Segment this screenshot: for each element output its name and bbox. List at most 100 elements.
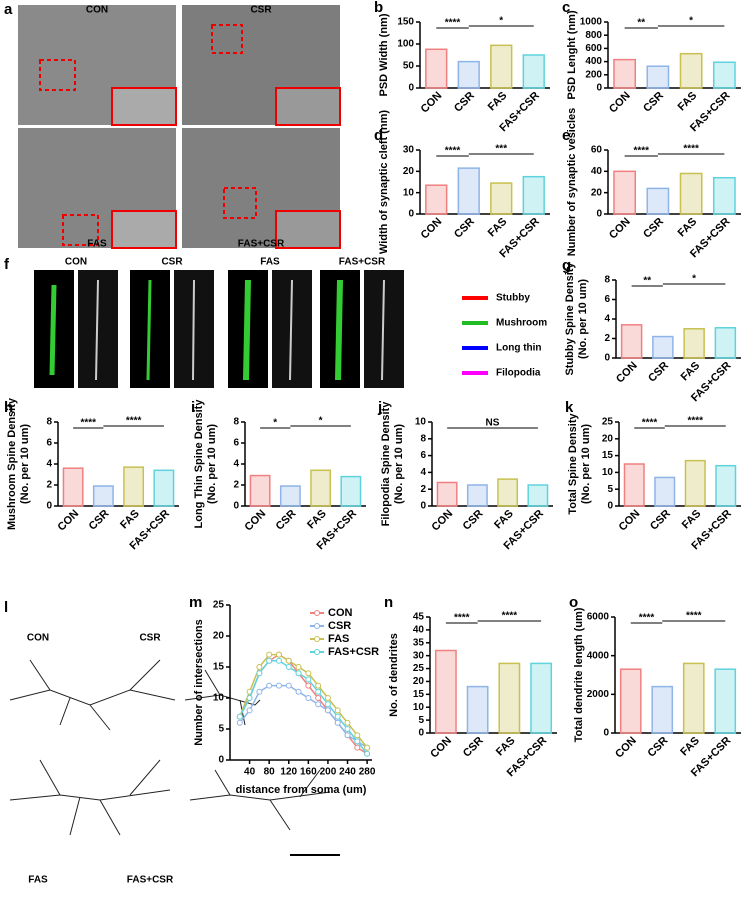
inset xyxy=(111,210,177,249)
bar xyxy=(646,65,670,89)
bar xyxy=(249,474,271,507)
panel-label: i xyxy=(191,399,195,416)
dendrite-trace xyxy=(192,279,195,381)
significance-label: **** xyxy=(642,418,658,429)
y-tick-label: 30 xyxy=(413,650,425,661)
bar xyxy=(62,467,84,507)
y-axis-label: Mushroom Spine Density xyxy=(6,397,18,530)
point xyxy=(354,732,361,739)
point xyxy=(266,657,273,664)
point xyxy=(315,701,322,708)
y-tick-label: 4 xyxy=(233,459,239,470)
y-tick-label: 0 xyxy=(218,755,224,766)
y-tick-label: 4000 xyxy=(587,650,610,661)
y-axis-label: (No. per 10 um) xyxy=(206,424,218,504)
image-label: FAS+CSR xyxy=(238,239,285,250)
point xyxy=(334,707,341,714)
point xyxy=(324,707,331,714)
y-tick-label: 2000 xyxy=(587,689,610,700)
panel-label: a xyxy=(4,1,13,18)
dendrite xyxy=(335,279,343,381)
bar xyxy=(123,466,145,507)
image-label: FAS xyxy=(260,257,280,268)
panel-label: n xyxy=(384,594,393,611)
y-tick-label: 15 xyxy=(413,689,425,700)
x-tick-label: CON xyxy=(243,508,269,534)
tracings xyxy=(9,659,331,836)
y-axis-label: Stubby Spine Density xyxy=(564,262,576,376)
x-tick-label: CON xyxy=(607,90,633,116)
bar xyxy=(651,685,674,734)
bar xyxy=(620,324,643,359)
bar xyxy=(436,481,458,507)
bar xyxy=(613,58,637,89)
panel-label: k xyxy=(565,399,574,416)
y-tick-label: 4 xyxy=(604,314,610,325)
dendrite-trace xyxy=(289,279,293,381)
significance-label: ** xyxy=(637,18,645,29)
point xyxy=(256,688,263,695)
significance-label: * xyxy=(689,16,693,27)
image-label: FAS+CSR xyxy=(127,875,174,886)
bar xyxy=(522,54,545,89)
significance-label: **** xyxy=(445,146,461,157)
inset xyxy=(275,210,341,249)
micrographs xyxy=(18,5,341,249)
y-tick-label: 0 xyxy=(607,501,613,512)
significance-label: **** xyxy=(683,144,699,155)
y-tick-label: 8 xyxy=(233,417,239,428)
x-tick-label: 200 xyxy=(320,767,337,778)
y-tick-label: 20 xyxy=(602,433,614,444)
y-axis-label: PSD Width (nm) xyxy=(378,13,390,96)
dendrite xyxy=(146,279,152,381)
bar xyxy=(279,485,301,507)
point xyxy=(285,682,292,689)
y-tick-label: 0 xyxy=(418,728,424,739)
point xyxy=(295,670,302,677)
y-tick-label: 600 xyxy=(585,43,602,54)
y-tick-label: 20 xyxy=(403,166,415,177)
panel-label: j xyxy=(377,399,382,416)
x-tick-label: FAS xyxy=(494,735,518,759)
point xyxy=(266,682,273,689)
x-tick-label: CON xyxy=(617,508,643,534)
panel-label: e xyxy=(562,127,570,144)
point xyxy=(305,676,312,683)
y-tick-label: 800 xyxy=(585,30,602,41)
bar xyxy=(712,61,736,89)
x-tick-label: CSR xyxy=(641,216,666,241)
panel-label: h xyxy=(4,399,13,416)
y-tick-label: 4 xyxy=(46,459,52,470)
image-label: FAS xyxy=(28,875,48,886)
y-tick-label: 1000 xyxy=(580,17,603,28)
legend-marker xyxy=(314,623,320,629)
point xyxy=(344,726,351,732)
bar xyxy=(92,485,114,507)
bar xyxy=(623,463,645,507)
x-tick-label: FAS xyxy=(486,90,510,114)
image-label: FAS+CSR xyxy=(339,257,386,268)
y-tick-label: 10 xyxy=(403,187,415,198)
x-tick-label: 80 xyxy=(264,767,276,778)
legend-label: CSR xyxy=(328,620,351,632)
x-tick-label: CSR xyxy=(646,735,671,760)
zoom-box xyxy=(39,59,76,91)
y-axis-label: (No. per 10 um) xyxy=(19,424,31,504)
x-tick-label: CSR xyxy=(274,508,299,533)
y-axis-label: No. of dendrites xyxy=(388,633,400,717)
y-tick-label: 5 xyxy=(218,724,224,735)
panel-label: l xyxy=(4,599,8,616)
y-tick-label: 0 xyxy=(420,501,426,512)
panel-label: o xyxy=(569,594,578,611)
bar xyxy=(679,172,703,215)
x-tick-label: FAS xyxy=(305,508,329,532)
legend-label: Long thin xyxy=(496,343,542,354)
y-axis-label: Width of synaptic cleft (nm) xyxy=(378,110,390,254)
point xyxy=(354,738,361,745)
x-tick-label: CON xyxy=(607,216,633,242)
significance-label: *** xyxy=(495,144,507,155)
significance-label: * xyxy=(319,416,323,427)
y-tick-label: 2 xyxy=(604,333,610,344)
y-tick-label: 0 xyxy=(604,353,610,364)
